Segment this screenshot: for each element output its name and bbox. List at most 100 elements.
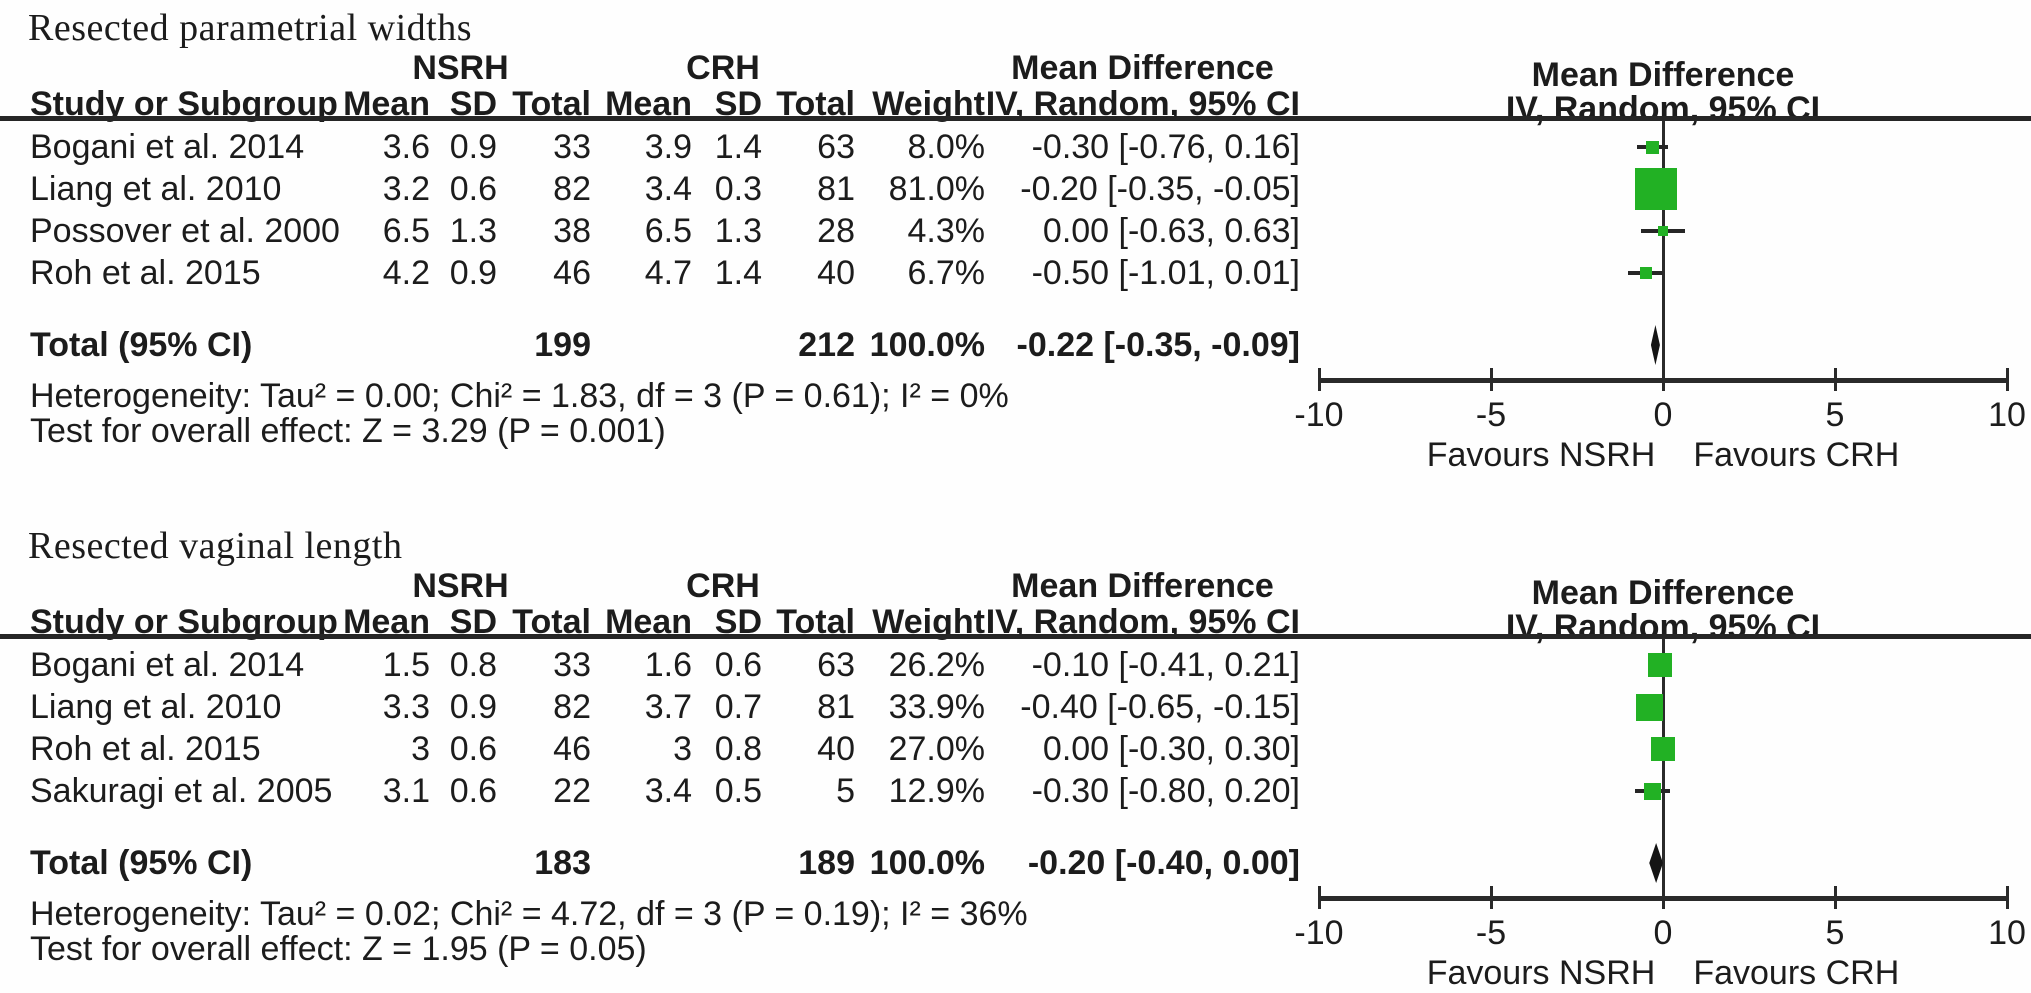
axis-tick-label: -5 [1475, 914, 1507, 952]
axis-tick [1833, 886, 1837, 909]
plot-effect-title: Mean Difference [1531, 574, 1795, 612]
crh-total: 81 [817, 170, 855, 208]
column-header-row: Study or Subgroup Mean SD Total Mean SD … [0, 83, 1310, 125]
crh-sd: 0.8 [714, 730, 762, 768]
effect-sub-header: IV, Random, 95% CI [985, 603, 1300, 641]
axis-tick-label: 10 [1988, 396, 2026, 434]
axis-tick-label: 5 [1825, 914, 1845, 952]
nsrh-mean: 3.1 [382, 772, 430, 810]
crh-total-sum: 189 [798, 844, 855, 882]
effect-marker [1635, 168, 1678, 210]
crh-total: 40 [817, 254, 855, 292]
axis-tick-label: -10 [1294, 396, 1344, 434]
group-nsrh-label: NSRH [412, 567, 509, 605]
heterogeneity-note: Heterogeneity: Tau² = 0.02; Chi² = 4.72,… [30, 895, 1028, 933]
weight: 12.9% [888, 772, 985, 810]
heterogeneity-note: Heterogeneity: Tau² = 0.00; Chi² = 1.83,… [30, 377, 1009, 415]
effect-marker [1635, 693, 1663, 721]
plot-effect-title: Mean Difference [1531, 56, 1795, 94]
effect-estimate: -0.50 [-1.01, 0.01] [1031, 254, 1300, 292]
nsrh-mean: 1.5 [382, 646, 430, 684]
effect-estimate: -0.40 [-0.65, -0.15] [1020, 688, 1300, 726]
header-rule [0, 116, 2031, 121]
nsrh-sd: 0.8 [449, 646, 497, 684]
study-row: Liang et al. 2010 3.2 0.6 82 3.4 0.3 81 … [0, 168, 1310, 210]
group-crh-label: CRH [686, 49, 760, 87]
nsrh-mean: 3.6 [382, 128, 430, 166]
effect-column-title: Mean Difference [1011, 49, 1274, 87]
total-label: Total (95% CI) [30, 844, 253, 882]
crh-total: 28 [817, 212, 855, 250]
nsrh-total: 38 [553, 212, 591, 250]
group-nsrh-label: NSRH [412, 49, 509, 87]
nsrh-total: 82 [553, 170, 591, 208]
crh-total-header: Total [776, 85, 855, 123]
axis-tick-label: 0 [1653, 914, 1673, 952]
nsrh-mean: 3 [411, 730, 430, 768]
study-name: Roh et al. 2015 [30, 254, 261, 292]
nsrh-sd: 0.9 [449, 254, 497, 292]
weight: 6.7% [907, 254, 986, 292]
study-name: Possover et al. 2000 [30, 212, 340, 250]
crh-sd: 0.5 [714, 772, 762, 810]
effect-column-title: Mean Difference [1011, 567, 1274, 605]
group-header-row: NSRH CRH Mean Difference [0, 565, 1310, 607]
axis-tick [1489, 886, 1493, 909]
study-name: Sakuragi et al. 2005 [30, 772, 333, 810]
study-name: Liang et al. 2010 [30, 688, 282, 726]
favours-left-label: Favours NSRH [1426, 954, 1656, 992]
weight-header: Weight [872, 603, 985, 641]
effect-estimate: -0.20 [-0.35, -0.05] [1020, 170, 1300, 208]
study-name: Bogani et al. 2014 [30, 646, 305, 684]
nsrh-sd-header: SD [449, 85, 497, 123]
total-row: Total (95% CI) 183 189 100.0% -0.20 [-0.… [0, 842, 1310, 884]
crh-total: 5 [836, 772, 855, 810]
crh-sd: 0.3 [714, 170, 762, 208]
axis-tick [1833, 368, 1837, 391]
nsrh-total: 82 [553, 688, 591, 726]
nsrh-total: 22 [553, 772, 591, 810]
study-row: Sakuragi et al. 2005 3.1 0.6 22 3.4 0.5 … [0, 770, 1310, 812]
crh-mean: 3.7 [644, 688, 692, 726]
crh-total: 40 [817, 730, 855, 768]
total-weight: 100.0% [869, 844, 985, 882]
crh-total: 63 [817, 646, 855, 684]
axis-tick [1489, 368, 1493, 391]
effect-marker [1651, 737, 1675, 761]
axis-tick-label: 0 [1653, 396, 1673, 434]
weight: 26.2% [888, 646, 985, 684]
nsrh-mean: 3.2 [382, 170, 430, 208]
nsrh-sd: 0.9 [449, 128, 497, 166]
crh-mean: 6.5 [644, 212, 692, 250]
effect-marker [1646, 140, 1660, 154]
nsrh-total-header: Total [512, 603, 591, 641]
nsrh-total: 33 [553, 128, 591, 166]
panel-vaginal-length: Resected vaginal length NSRH CRH Mean Di… [0, 518, 2031, 993]
crh-sd: 1.3 [714, 212, 762, 250]
crh-mean: 1.6 [644, 646, 692, 684]
effect-estimate: -0.30 [-0.76, 0.16] [1031, 128, 1300, 166]
study-name: Bogani et al. 2014 [30, 128, 305, 166]
column-header-row: Study or Subgroup Mean SD Total Mean SD … [0, 601, 1310, 643]
effect-estimate: -0.30 [-0.80, 0.20] [1031, 772, 1300, 810]
crh-mean: 3.4 [644, 772, 692, 810]
zero-line [1661, 120, 1665, 383]
crh-mean-header: Mean [605, 603, 692, 641]
study-row: Roh et al. 2015 4.2 0.9 46 4.7 1.4 40 6.… [0, 252, 1310, 294]
crh-total-header: Total [776, 603, 855, 641]
effect-marker [1639, 267, 1652, 279]
favours-left-label: Favours NSRH [1426, 436, 1656, 474]
crh-mean-header: Mean [605, 85, 692, 123]
weight: 27.0% [888, 730, 985, 768]
crh-sd: 1.4 [714, 254, 762, 292]
crh-mean: 3.9 [644, 128, 692, 166]
section-title: Resected parametrial widths [28, 7, 473, 49]
study-column-header: Study or Subgroup [30, 85, 338, 123]
weight: 8.0% [907, 128, 986, 166]
effect-sub-header: IV, Random, 95% CI [985, 85, 1300, 123]
effect-estimate: 0.00 [-0.30, 0.30] [1042, 730, 1300, 768]
nsrh-total: 46 [553, 254, 591, 292]
nsrh-total-sum: 183 [534, 844, 591, 882]
nsrh-mean: 6.5 [382, 212, 430, 250]
